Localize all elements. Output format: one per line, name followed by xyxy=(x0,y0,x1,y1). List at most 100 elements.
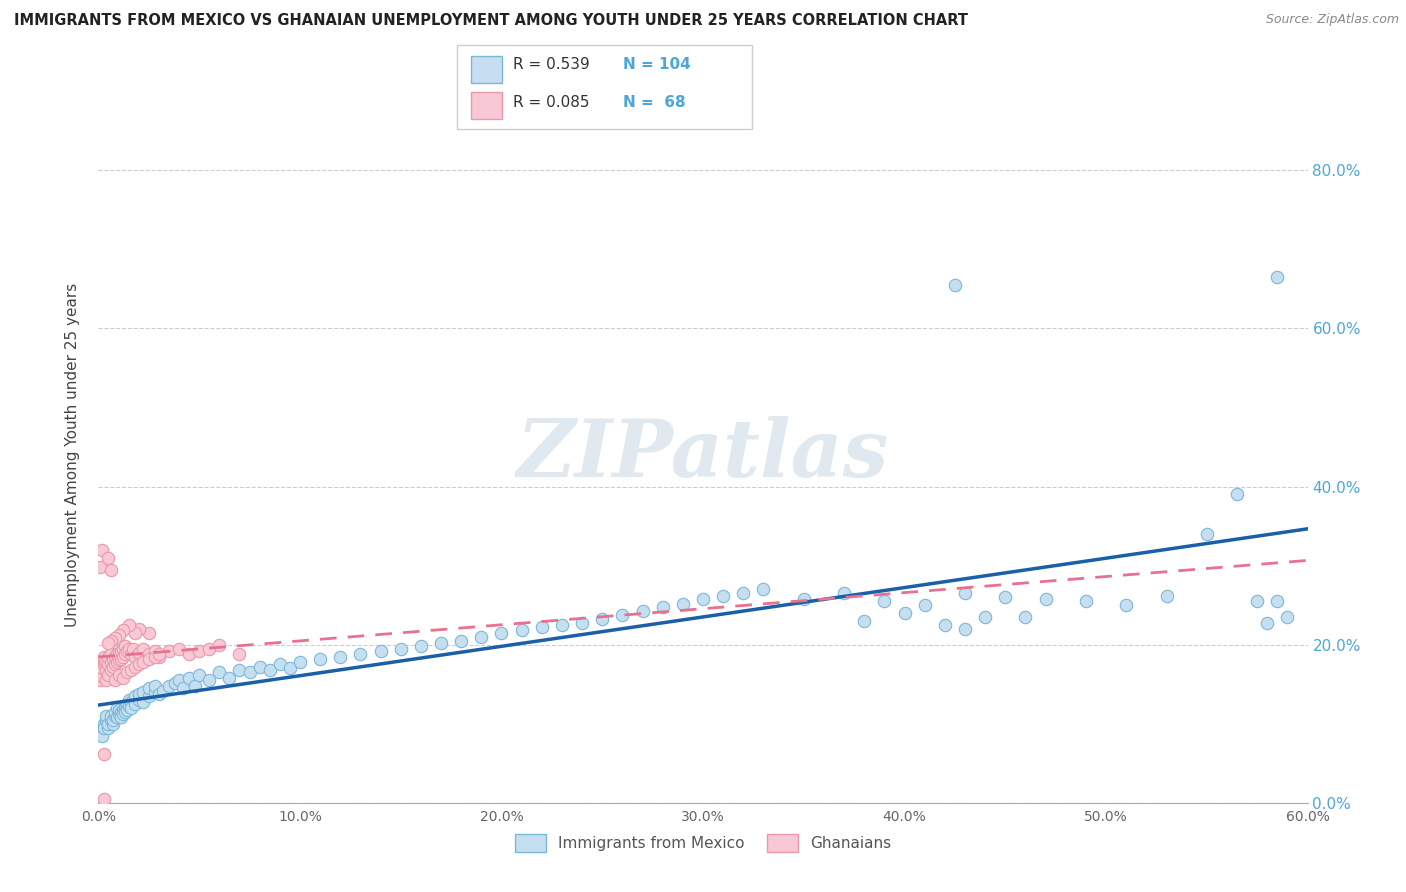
Point xyxy=(218,671,240,685)
Point xyxy=(172,681,194,695)
Point xyxy=(97,667,120,681)
Point xyxy=(631,605,654,619)
Point xyxy=(91,669,114,683)
Point xyxy=(228,647,250,661)
Point xyxy=(121,641,143,656)
Point xyxy=(128,657,150,672)
Text: R = 0.539: R = 0.539 xyxy=(513,57,591,71)
Point xyxy=(124,649,146,664)
Point xyxy=(1115,598,1137,612)
Point xyxy=(208,638,231,652)
Point xyxy=(943,277,966,292)
Point xyxy=(188,644,211,658)
Point xyxy=(115,644,138,658)
Point xyxy=(510,624,533,638)
Point xyxy=(103,657,125,672)
Point xyxy=(101,652,124,666)
Point xyxy=(853,614,876,628)
Point xyxy=(105,710,128,724)
Point xyxy=(1156,589,1178,603)
Point xyxy=(430,636,453,650)
Text: Source: ZipAtlas.com: Source: ZipAtlas.com xyxy=(1265,13,1399,27)
Point xyxy=(157,644,180,658)
Point xyxy=(97,721,120,735)
Point xyxy=(148,647,170,661)
Point xyxy=(143,685,166,699)
Point xyxy=(143,644,166,658)
Point xyxy=(91,729,114,743)
Point xyxy=(873,594,896,608)
Point xyxy=(152,683,174,698)
Point xyxy=(491,625,513,640)
Text: IMMIGRANTS FROM MEXICO VS GHANAIAN UNEMPLOYMENT AMONG YOUTH UNDER 25 YEARS CORRE: IMMIGRANTS FROM MEXICO VS GHANAIAN UNEMP… xyxy=(14,13,969,29)
Point xyxy=(148,687,170,701)
Point xyxy=(591,612,613,626)
Point xyxy=(89,665,111,680)
Point xyxy=(103,632,125,646)
Point xyxy=(1014,610,1036,624)
Point xyxy=(111,624,134,638)
Point xyxy=(793,591,815,606)
Point xyxy=(105,655,128,669)
Point xyxy=(97,657,120,672)
Point xyxy=(120,695,142,709)
Point xyxy=(1074,594,1097,608)
Point xyxy=(107,667,129,681)
Point xyxy=(89,724,111,739)
Point xyxy=(278,661,301,675)
Point xyxy=(114,639,136,653)
Point xyxy=(551,618,574,632)
Point xyxy=(179,647,201,661)
Point xyxy=(1256,615,1278,630)
Point xyxy=(96,663,118,677)
Point xyxy=(110,710,132,724)
Point xyxy=(128,693,150,707)
Text: N =  68: N = 68 xyxy=(623,95,686,110)
Point xyxy=(288,655,311,669)
Point xyxy=(228,663,250,677)
Point xyxy=(111,702,134,716)
Point xyxy=(97,716,120,731)
Point xyxy=(100,563,122,577)
Point xyxy=(115,665,138,680)
Point xyxy=(612,607,634,622)
Point xyxy=(128,687,150,701)
Point xyxy=(118,618,141,632)
Point xyxy=(370,644,392,658)
Point xyxy=(110,705,132,719)
Point xyxy=(93,653,115,667)
Point xyxy=(93,716,115,731)
Point xyxy=(107,628,129,642)
Point xyxy=(470,630,492,644)
Point xyxy=(111,671,134,685)
Point xyxy=(138,647,160,661)
Point xyxy=(1267,594,1289,608)
Point xyxy=(733,586,755,600)
Legend: Immigrants from Mexico, Ghanaians: Immigrants from Mexico, Ghanaians xyxy=(509,828,897,858)
Point xyxy=(96,655,118,669)
Point xyxy=(198,641,221,656)
Point xyxy=(1246,594,1268,608)
Point xyxy=(100,655,122,669)
Point xyxy=(184,679,207,693)
Point xyxy=(96,708,118,723)
Point xyxy=(93,747,115,761)
Point xyxy=(148,649,170,664)
Point xyxy=(118,693,141,707)
Point xyxy=(157,679,180,693)
Point xyxy=(1267,270,1289,285)
Point xyxy=(143,679,166,693)
Point xyxy=(1226,487,1249,501)
Point xyxy=(96,673,118,688)
Point xyxy=(105,647,128,661)
Point xyxy=(132,641,155,656)
Point xyxy=(101,660,124,674)
Point xyxy=(409,639,432,653)
Point xyxy=(101,716,124,731)
Point xyxy=(124,625,146,640)
Point xyxy=(1277,610,1299,624)
Point xyxy=(97,649,120,664)
Point xyxy=(143,649,166,664)
Point xyxy=(1195,527,1218,541)
Point xyxy=(96,713,118,727)
